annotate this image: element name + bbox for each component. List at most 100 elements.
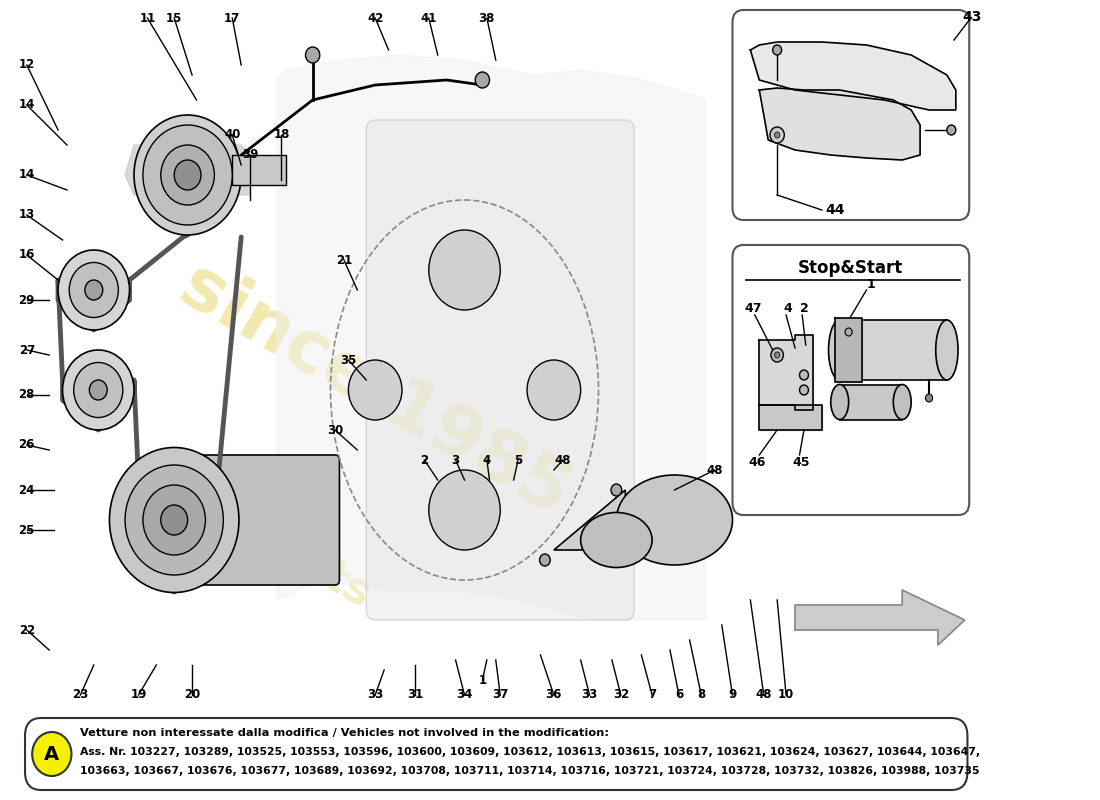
Ellipse shape: [69, 262, 119, 318]
Polygon shape: [759, 88, 920, 160]
Text: 7: 7: [648, 689, 657, 702]
Text: 19: 19: [130, 689, 146, 702]
Ellipse shape: [143, 485, 206, 555]
Circle shape: [610, 484, 621, 496]
Ellipse shape: [936, 320, 958, 380]
Text: 40: 40: [224, 129, 241, 142]
Text: 20: 20: [184, 689, 200, 702]
Circle shape: [772, 45, 782, 55]
Polygon shape: [750, 42, 956, 110]
Text: 35: 35: [340, 354, 356, 366]
Ellipse shape: [85, 280, 102, 300]
Ellipse shape: [161, 145, 214, 205]
Circle shape: [800, 370, 808, 380]
Text: 13: 13: [19, 209, 35, 222]
Text: 17: 17: [224, 11, 241, 25]
Ellipse shape: [134, 115, 241, 235]
Ellipse shape: [74, 362, 123, 418]
Text: 30: 30: [327, 423, 343, 437]
Text: 3: 3: [451, 454, 460, 466]
Text: 34: 34: [456, 689, 473, 702]
Polygon shape: [277, 55, 706, 620]
Text: classiparts: classiparts: [122, 443, 378, 617]
Polygon shape: [835, 318, 862, 382]
Ellipse shape: [893, 385, 911, 419]
Ellipse shape: [174, 160, 201, 190]
FancyBboxPatch shape: [366, 120, 635, 620]
Text: 6: 6: [674, 689, 683, 702]
Text: 12: 12: [19, 58, 35, 71]
Text: 48: 48: [554, 454, 571, 466]
Text: 27: 27: [19, 343, 35, 357]
FancyBboxPatch shape: [733, 10, 969, 220]
Bar: [839, 385, 902, 420]
Ellipse shape: [143, 125, 232, 225]
Text: 33: 33: [367, 689, 383, 702]
Text: 1: 1: [478, 674, 486, 686]
Polygon shape: [553, 490, 625, 550]
Text: 44: 44: [825, 203, 845, 217]
Ellipse shape: [109, 447, 239, 593]
Text: 1: 1: [867, 278, 876, 290]
Circle shape: [774, 352, 780, 358]
Ellipse shape: [828, 320, 851, 380]
Text: 4: 4: [483, 454, 491, 466]
Text: 10: 10: [778, 689, 794, 702]
FancyBboxPatch shape: [188, 455, 340, 585]
Ellipse shape: [830, 385, 848, 419]
FancyBboxPatch shape: [733, 245, 969, 515]
Text: 26: 26: [19, 438, 35, 451]
Text: 31: 31: [407, 689, 424, 702]
Circle shape: [774, 132, 780, 138]
Text: 41: 41: [420, 11, 437, 25]
Text: 4: 4: [783, 302, 792, 314]
Circle shape: [771, 348, 783, 362]
Text: 37: 37: [492, 689, 508, 702]
Text: 11: 11: [140, 11, 155, 25]
Text: Stop&Start: Stop&Start: [798, 259, 903, 277]
Circle shape: [32, 732, 72, 776]
Text: 36: 36: [546, 689, 562, 702]
Text: 24: 24: [19, 483, 35, 497]
Text: 9: 9: [728, 689, 737, 702]
Polygon shape: [125, 145, 250, 195]
Text: Vetture non interessate dalla modifica / Vehicles not involved in the modificati: Vetture non interessate dalla modifica /…: [80, 728, 609, 738]
Circle shape: [475, 72, 490, 88]
Text: 18: 18: [273, 129, 289, 142]
Text: 2: 2: [800, 302, 808, 314]
Text: 43: 43: [962, 10, 981, 24]
Ellipse shape: [581, 513, 652, 567]
Bar: [839, 320, 947, 380]
Text: 38: 38: [478, 11, 495, 25]
Ellipse shape: [429, 230, 500, 310]
Polygon shape: [759, 405, 822, 430]
Ellipse shape: [527, 360, 581, 420]
Ellipse shape: [616, 475, 733, 565]
Text: 42: 42: [367, 11, 384, 25]
Text: 16: 16: [19, 249, 35, 262]
Circle shape: [770, 127, 784, 143]
Text: 5: 5: [514, 454, 522, 466]
FancyBboxPatch shape: [25, 718, 967, 790]
Polygon shape: [759, 335, 813, 410]
Text: 103663, 103667, 103676, 103677, 103689, 103692, 103708, 103711, 103714, 103716, : 103663, 103667, 103676, 103677, 103689, …: [80, 766, 980, 776]
Text: 29: 29: [19, 294, 35, 306]
Text: 22: 22: [19, 623, 35, 637]
Text: 33: 33: [582, 689, 597, 702]
Circle shape: [800, 385, 808, 395]
Text: 25: 25: [19, 523, 35, 537]
Ellipse shape: [349, 360, 402, 420]
Text: Ass. Nr. 103227, 103289, 103525, 103553, 103596, 103600, 103609, 103612, 103613,: Ass. Nr. 103227, 103289, 103525, 103553,…: [80, 747, 980, 757]
Text: 23: 23: [73, 689, 88, 702]
Ellipse shape: [125, 465, 223, 575]
Circle shape: [947, 125, 956, 135]
Ellipse shape: [58, 250, 130, 330]
Text: 8: 8: [697, 689, 705, 702]
Ellipse shape: [89, 380, 107, 400]
Text: 47: 47: [745, 302, 762, 314]
Text: 14: 14: [19, 169, 35, 182]
Circle shape: [925, 394, 933, 402]
Text: 28: 28: [19, 389, 35, 402]
Text: A: A: [44, 745, 59, 763]
Text: 2: 2: [420, 454, 428, 466]
